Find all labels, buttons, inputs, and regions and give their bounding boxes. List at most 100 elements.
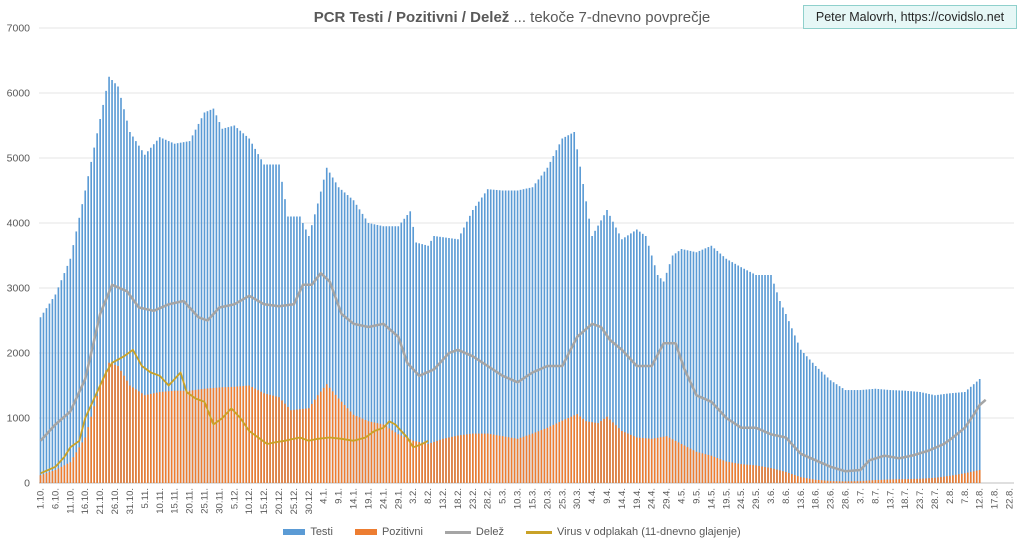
bar-testi <box>391 226 394 483</box>
bar-pozitivni <box>919 478 921 483</box>
x-tick-label: 15.11. <box>170 488 181 514</box>
bar-pozitivni <box>597 423 599 483</box>
bar-testi <box>597 225 599 483</box>
bar-testi <box>135 141 137 483</box>
bar-pozitivni <box>448 437 450 483</box>
bar-pozitivni <box>311 403 313 483</box>
bar-pozitivni <box>856 481 859 483</box>
bar-pozitivni <box>931 477 933 483</box>
bar-testi <box>194 129 197 483</box>
bar-pozitivni <box>385 426 388 483</box>
bar-testi <box>862 389 865 483</box>
bar-testi <box>934 395 936 483</box>
bar-testi <box>90 161 92 483</box>
bar-testi <box>173 143 176 483</box>
bar-testi <box>525 188 528 484</box>
bar-testi <box>779 301 781 483</box>
bar-testi <box>454 238 456 483</box>
bar-testi <box>961 392 963 483</box>
bar-pozitivni <box>644 438 647 483</box>
bar-pozitivni <box>805 478 808 483</box>
bar-pozitivni <box>516 438 519 483</box>
bar-testi <box>105 90 107 483</box>
bar-pozitivni <box>466 434 468 483</box>
bar-testi <box>871 389 874 483</box>
bar-pozitivni <box>883 479 886 483</box>
bar-testi <box>946 393 948 483</box>
bar-testi <box>299 216 301 483</box>
bar-testi <box>761 275 763 483</box>
bar-pozitivni <box>922 478 924 483</box>
bar-pozitivni <box>51 471 54 483</box>
bar-testi <box>656 275 659 483</box>
bar-testi <box>785 314 787 483</box>
bar-testi <box>877 389 880 483</box>
line-virus <box>40 348 429 475</box>
bar-pozitivni <box>916 478 918 483</box>
bar-pozitivni <box>78 447 81 483</box>
bar-testi <box>963 392 966 483</box>
bar-pozitivni <box>57 468 60 483</box>
bar-pozitivni <box>152 393 155 483</box>
bar-pozitivni <box>272 395 274 483</box>
bar-pozitivni <box>713 456 716 483</box>
x-tick-label: 25.11. <box>199 488 210 514</box>
bar-testi <box>406 215 409 483</box>
bar-testi <box>719 253 722 483</box>
bar-testi <box>513 190 516 483</box>
bar-pozitivni <box>343 405 346 483</box>
bar-pozitivni <box>233 386 236 483</box>
bar-pozitivni <box>117 366 119 483</box>
bar-testi <box>147 151 149 484</box>
bar-pozitivni <box>409 439 412 483</box>
bar-testi <box>188 141 191 483</box>
bar-testi <box>93 147 95 483</box>
bar-pozitivni <box>442 438 444 483</box>
bar-testi <box>549 161 552 483</box>
bar-pozitivni <box>969 471 972 483</box>
bar-testi <box>764 275 766 483</box>
bar-testi <box>692 251 695 483</box>
bar-testi <box>722 256 725 483</box>
bar-pozitivni <box>433 441 435 483</box>
bar-testi <box>179 142 182 483</box>
bar-pozitivni <box>120 370 122 483</box>
bar-testi <box>421 244 423 483</box>
bar-pozitivni <box>185 390 188 483</box>
bar-testi <box>674 253 677 483</box>
legend-label-delez: Delež <box>475 526 505 538</box>
x-tick-label: 20.12. <box>274 488 285 514</box>
x-tick-label: 29.1. <box>393 488 404 509</box>
x-tick-label: 13.7. <box>885 488 896 509</box>
bar-pozitivni <box>975 470 978 483</box>
bar-testi <box>650 255 653 483</box>
bar-testi <box>361 213 364 483</box>
chart-title: PCR Testi / Pozitivni / Delež ... tekoče… <box>0 9 1024 26</box>
bar-testi <box>880 389 883 483</box>
bar-testi <box>275 164 277 483</box>
bar-pozitivni <box>460 435 462 483</box>
bar-testi <box>370 223 373 483</box>
bar-pozitivni <box>880 479 883 483</box>
bar-pozitivni <box>972 471 975 483</box>
bar-testi <box>483 193 486 484</box>
bar-testi <box>808 359 811 483</box>
bar-testi <box>448 238 450 483</box>
bar-pozitivni <box>69 462 72 483</box>
x-tick-label: 5.11. <box>140 488 151 508</box>
bar-pozitivni <box>850 481 853 483</box>
bar-pozitivni <box>683 445 686 483</box>
x-tick-label: 13.2. <box>438 488 449 509</box>
bar-testi <box>925 393 927 483</box>
bar-testi <box>847 390 850 483</box>
bar-pozitivni <box>489 434 492 483</box>
bar-testi <box>495 189 498 484</box>
bar-pozitivni <box>633 436 635 483</box>
series-pozitivni <box>39 362 981 483</box>
bar-testi <box>835 384 838 483</box>
bar-pozitivni <box>191 390 194 483</box>
bar-testi <box>200 118 203 483</box>
bar-pozitivni <box>647 438 650 483</box>
bar-testi <box>671 255 674 483</box>
